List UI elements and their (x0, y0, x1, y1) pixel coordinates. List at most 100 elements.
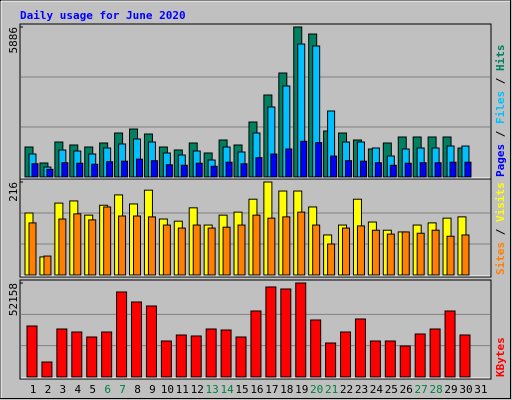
legend-separator: / (494, 124, 507, 144)
x-tick-label: 12 (191, 383, 204, 396)
bar (131, 301, 143, 378)
legend-entry: Hits (494, 45, 507, 72)
bar (177, 227, 186, 276)
bar (41, 361, 53, 378)
bar (207, 227, 216, 276)
bar (101, 331, 113, 378)
bar (133, 215, 142, 276)
bar (295, 282, 307, 378)
bar (205, 328, 217, 378)
x-tick-label: 19 (295, 383, 308, 396)
bar (419, 162, 427, 178)
bar (235, 336, 247, 378)
bar (325, 342, 337, 378)
bar (106, 161, 114, 178)
bar (147, 216, 156, 276)
x-tick-label: 10 (161, 383, 174, 396)
x-tick-label: 24 (370, 383, 384, 396)
x-tick-label: 14 (220, 383, 234, 396)
bar (429, 328, 441, 378)
bar (345, 160, 353, 178)
bar (431, 229, 440, 276)
bar (150, 160, 158, 178)
bar (280, 288, 292, 378)
bar (464, 161, 472, 178)
x-tick-label: 30 (459, 383, 472, 396)
bar (297, 211, 306, 276)
bar (340, 331, 352, 378)
x-tick-label: 18 (280, 383, 293, 396)
bar (265, 286, 277, 378)
bar (73, 213, 82, 276)
bar (118, 215, 127, 276)
bar (116, 291, 128, 378)
bar (434, 162, 442, 178)
bar (192, 224, 201, 276)
x-tick-label: 21 (325, 383, 338, 396)
bar (165, 164, 173, 178)
bar (414, 333, 426, 378)
bar (446, 235, 455, 276)
bar (71, 331, 83, 378)
x-tick-label: 25 (385, 383, 398, 396)
bar (342, 227, 351, 276)
bar (56, 328, 68, 378)
bar (449, 161, 457, 178)
x-tick-label: 15 (235, 383, 248, 396)
bar (190, 335, 202, 378)
y-tick-label: 216 (7, 182, 20, 202)
x-tick-label: 26 (400, 383, 413, 396)
legend: Pages / Files / Hits (494, 45, 507, 178)
bar (371, 229, 380, 276)
legend-separator: / (494, 222, 507, 242)
bar (26, 325, 38, 378)
legend-entry: Files (494, 91, 507, 124)
bar (444, 310, 456, 378)
bar (461, 234, 470, 276)
legend-entry: Visits (494, 182, 507, 222)
bar (58, 218, 67, 276)
bar (389, 164, 397, 178)
bar (315, 142, 323, 178)
x-tick-label: 6 (104, 383, 111, 396)
bar (76, 162, 84, 178)
legend-entry: Pages (494, 144, 507, 177)
bar (43, 255, 52, 276)
bar (399, 345, 411, 378)
bar (175, 334, 187, 378)
bar (359, 160, 367, 178)
bar (300, 140, 308, 178)
y-tick-label: 5886 (7, 27, 20, 54)
bar (121, 160, 129, 178)
bar (240, 163, 248, 178)
x-tick-label: 2 (45, 383, 52, 396)
bar (86, 336, 98, 378)
x-tick-label: 3 (60, 383, 67, 396)
legend-entry: Sites (494, 242, 507, 275)
bar (330, 155, 338, 178)
bar (354, 318, 366, 378)
bar (210, 165, 218, 178)
bar (255, 157, 263, 178)
bar (416, 232, 425, 276)
bar (162, 224, 171, 276)
legend: KBytes (494, 337, 507, 377)
bar (136, 158, 144, 178)
bar (327, 243, 336, 276)
bar (145, 305, 157, 378)
bar (267, 217, 276, 276)
bar (46, 168, 54, 178)
bar (310, 319, 322, 378)
chart-title: Daily usage for June 2020 (20, 9, 186, 22)
x-tick-label: 29 (444, 383, 457, 396)
bar (250, 310, 262, 378)
x-tick-label: 11 (176, 383, 189, 396)
bar (374, 162, 382, 178)
x-tick-label: 9 (149, 383, 156, 396)
x-tick-label: 7 (119, 383, 126, 396)
legend: Sites / Visits (494, 182, 507, 275)
x-tick-label: 22 (340, 383, 353, 396)
x-tick-label: 23 (355, 383, 368, 396)
bar (222, 226, 231, 276)
